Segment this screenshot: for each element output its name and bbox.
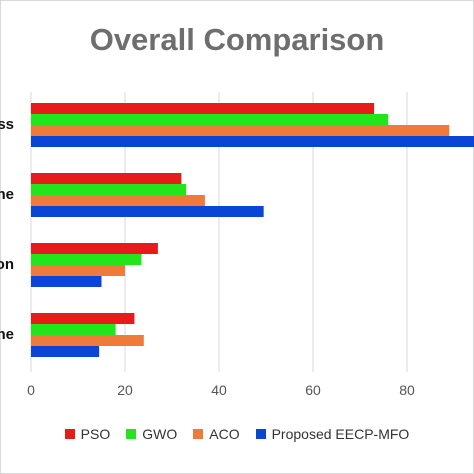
bar-gwo-1 [31,184,187,195]
category-label: on [0,256,14,273]
legend-swatch [126,429,137,439]
bar-aco-1 [31,195,205,206]
bar-proposed-eecp-mfo-3 [31,346,100,357]
bar-gwo-3 [31,324,116,335]
x-tick-label: 20 [117,382,133,398]
bar-proposed-eecp-mfo-2 [31,276,102,287]
bar-aco-2 [31,265,125,276]
bar-proposed-eecp-mfo-1 [31,206,264,217]
category-label: ss [0,116,14,133]
bar-pso-0 [31,103,375,114]
x-tick-label: 60 [305,382,321,398]
bar-aco-0 [31,125,450,136]
legend-item: ACO [193,426,240,442]
category-label: ne [0,186,14,203]
legend-swatch [64,429,75,439]
x-tick-label: 80 [399,382,415,398]
legend-swatch [255,429,266,439]
legend-label: Proposed EECP-MFO [271,426,410,442]
bar-proposed-eecp-mfo-0 [31,136,474,147]
chart-title: Overall Comparison [89,22,385,57]
legend-swatch [193,429,204,439]
legend-label: GWO [142,426,178,442]
legend-item: GWO [126,426,177,442]
legend-item: Proposed EECP-MFO [255,426,410,442]
x-tick-label: 0 [27,382,35,398]
bar-aco-3 [31,335,144,346]
bar-pso-2 [31,243,158,254]
bar-pso-3 [31,313,135,324]
legend-label: PSO [80,426,111,442]
legend-label: ACO [209,426,240,442]
bar-gwo-0 [31,114,389,125]
chart-legend: PSO GWO ACO Proposed EECP-MFO [0,426,474,442]
category-label: ne [0,326,14,343]
x-tick-label: 40 [211,382,227,398]
bar-pso-1 [31,173,182,184]
legend-item: PSO [64,426,111,442]
bar-gwo-2 [31,254,142,265]
